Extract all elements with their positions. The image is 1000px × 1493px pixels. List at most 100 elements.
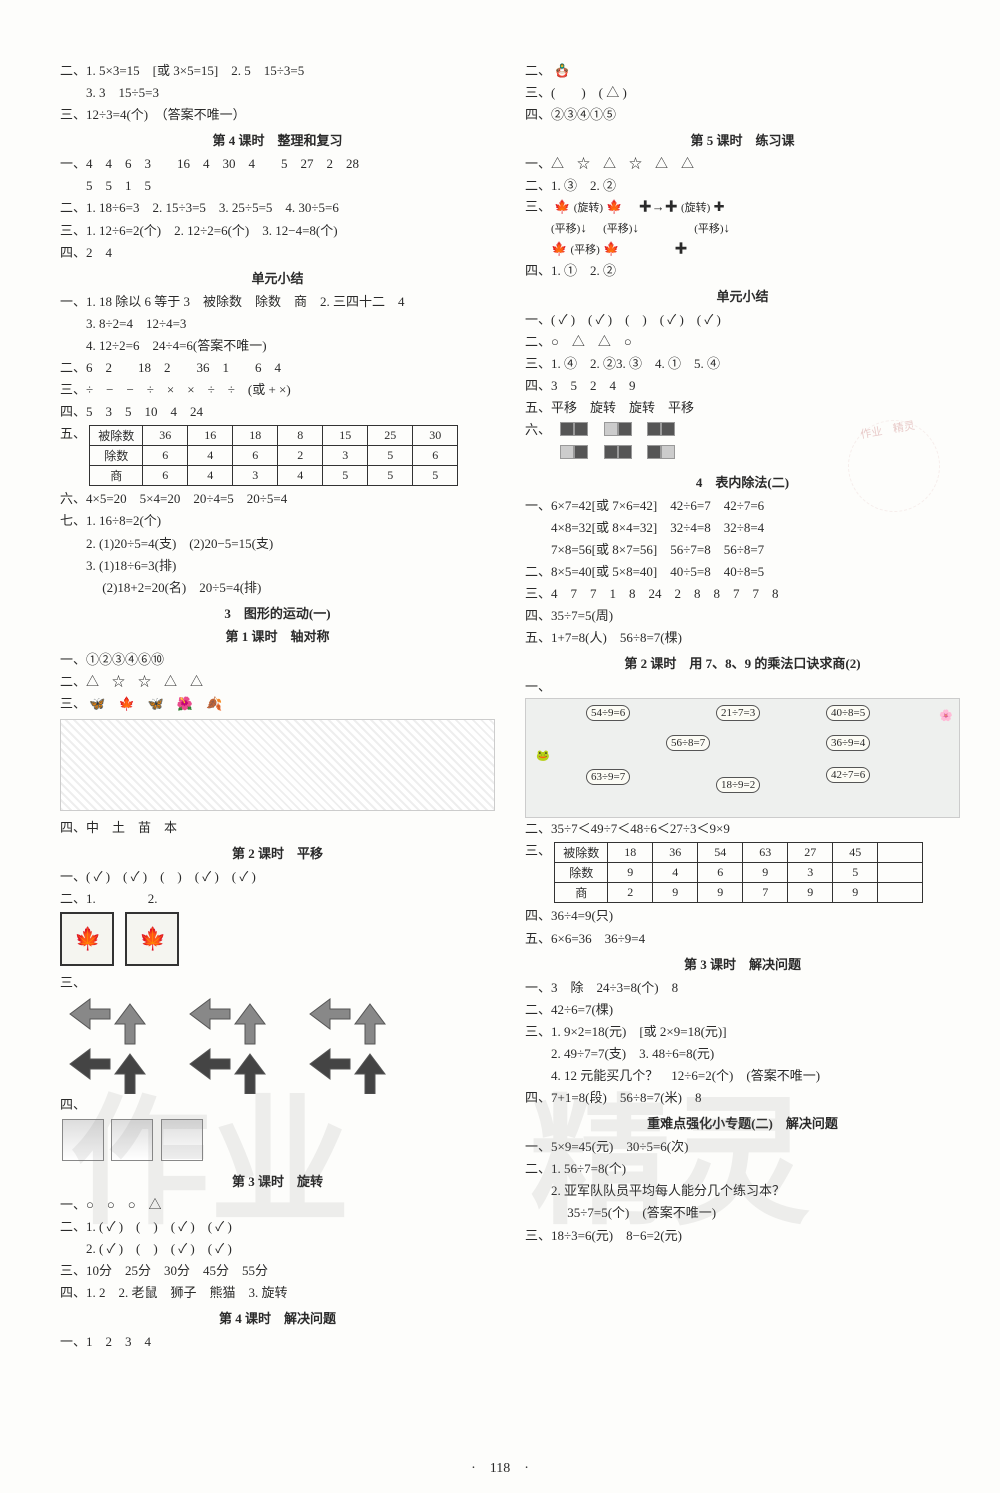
lesson2b-title: 第 2 课时 用 7、8、9 的乘法口诀求商(2) xyxy=(525,653,960,672)
text-line: 四、3 5 2 4 9 xyxy=(525,375,960,397)
text-line: 三、1. ④ 2. ②3. ③ 4. ① 5. ④ xyxy=(525,353,960,375)
text-line: 3. 8÷2=4 12÷4=3 xyxy=(60,313,495,335)
transform-label: (平移) xyxy=(551,223,580,235)
table3-wrap: 三、 被除数 18 36 54 63 27 45 除数 9 4 6 9 xyxy=(525,840,960,905)
bubble: 36÷9=4 xyxy=(826,735,870,751)
leaf-icon: 🍁 xyxy=(551,241,567,256)
matching-diagram xyxy=(60,719,495,811)
text-line: 三、1. 12÷6=2(个) 2. 12÷2=6(个) 3. 12−4=8(个) xyxy=(60,220,495,242)
label: 二、 xyxy=(525,63,551,78)
cross-icon: ✚ xyxy=(674,241,687,256)
text-line: 三、4 7 7 1 8 24 2 8 8 7 7 8 xyxy=(525,583,960,605)
table5-label: 五、 xyxy=(60,426,86,441)
cell: 30 xyxy=(413,426,458,446)
cell: 16 xyxy=(188,426,233,446)
text-line: 2. 亚军队队员平均每人能分几个练习本？ xyxy=(525,1180,960,1202)
cell: 被除数 xyxy=(90,426,143,446)
table3-label: 三、 xyxy=(525,843,551,858)
table3: 被除数 18 36 54 63 27 45 除数 9 4 6 9 3 5 xyxy=(554,842,923,903)
transform-label: (旋转) xyxy=(574,202,603,214)
cell: 6 xyxy=(233,446,278,466)
lesson3-title: 第 3 课时 旋转 xyxy=(60,1171,495,1190)
cell: 9 xyxy=(788,883,833,903)
cell: 9 xyxy=(608,863,653,883)
cell: 6 xyxy=(143,446,188,466)
text-line: 四、1. 2 2. 老鼠 狮子 熊猫 3. 旋转 xyxy=(60,1282,495,1304)
text-line: 六、4×5=20 5×4=20 20÷4=5 20÷5=4 xyxy=(60,488,495,510)
lotus-diagram: 54÷9=6 21÷7=3 40÷8=5 56÷8=7 36÷9=4 63÷9=… xyxy=(525,698,960,818)
transform-label: (平移) xyxy=(570,244,599,256)
arrows-grid-icon xyxy=(60,994,440,1094)
tetromino-icon xyxy=(560,421,588,465)
bubble: 54÷9=6 xyxy=(586,705,630,721)
text-line: 五、6×6=36 36÷9=4 xyxy=(525,928,960,950)
transform-label: (旋转) xyxy=(681,202,710,214)
bubble: 63÷9=7 xyxy=(586,769,630,785)
text-line: 4×8=32[或 8×4=32] 32÷4=8 32÷8=4 xyxy=(525,517,960,539)
text-line: 二、35÷7＜49÷7＜48÷6＜27÷3＜9×9 xyxy=(525,818,960,840)
text-line: 2. 49÷7=7(支) 3. 48÷6=8(元) xyxy=(525,1043,960,1065)
q2-label: 二、1. 2. xyxy=(60,888,495,910)
cell: 5 xyxy=(323,466,368,486)
text-line: 四、1. ① 2. ② xyxy=(525,260,960,282)
lesson4b-title: 第 4 课时 解决问题 xyxy=(60,1308,495,1327)
right-column: 二、 🪆 三、( ) ( △ ) 四、②③④①⑤ 第 5 课时 练习课 一、△ … xyxy=(525,60,960,1463)
leaf-boxes xyxy=(60,910,495,972)
cell: 5 xyxy=(413,466,458,486)
q3-label: 三、 xyxy=(60,972,495,994)
lesson1-title: 第 1 课时 轴对称 xyxy=(60,626,495,645)
text-line: 一、5×9=45(元) 30÷5=6(次) xyxy=(525,1136,960,1158)
cell: 被除数 xyxy=(555,843,608,863)
text-line: 二、8×5=40[或 5×8=40] 40÷5=8 40÷8=5 xyxy=(525,561,960,583)
hard-topic-title: 重难点强化小专题(二) 解决问题 xyxy=(525,1113,960,1132)
text-line: 一、4 4 6 3 16 4 30 4 5 27 2 28 xyxy=(60,153,495,175)
shape-icon xyxy=(62,1119,104,1161)
cross-icon: ✚→✚ xyxy=(639,199,678,214)
leaf-box-icon xyxy=(60,912,114,966)
transform-label: (平移) xyxy=(603,223,632,235)
unit2-title: 单元小结 xyxy=(525,286,960,305)
table-row: 商 6 4 3 4 5 5 5 xyxy=(90,466,458,486)
cell: 4 xyxy=(188,446,233,466)
cell: 除数 xyxy=(555,863,608,883)
bubble: 40÷8=5 xyxy=(826,705,870,721)
text-line: 三、12÷3=4(个) （答案不唯一） xyxy=(60,104,495,126)
text-line: 三、1. 9×2=18(元) [或 2×9=18(元)] xyxy=(525,1021,960,1043)
cell: 5 xyxy=(368,446,413,466)
leaf-icon: 🍁 xyxy=(554,199,570,214)
label: 二、1. 2. xyxy=(60,891,158,906)
text-line: 一、○ ○ ○ △ xyxy=(60,1194,495,1216)
cell: 36 xyxy=(143,426,188,446)
cell xyxy=(878,883,923,903)
cell: 18 xyxy=(608,843,653,863)
text-line: 一、1. 18 除以 6 等于 3 被除数 除数 商 2. 三四十二 4 xyxy=(60,291,495,313)
text-line: 二、1. 18÷6=3 2. 15÷3=5 3. 25÷5=5 4. 30÷5=… xyxy=(60,197,495,219)
leaf-icon: 🍁 xyxy=(606,199,622,214)
text-line: 3. 3 15÷5=3 xyxy=(60,82,495,104)
cell: 4 xyxy=(653,863,698,883)
text-line: 二、1. 56÷7=8(个) xyxy=(525,1158,960,1180)
text-line: 三、÷ − − ÷ × × ÷ ÷ (或 + ×) xyxy=(60,379,495,401)
text-line: 二、42÷6=7(棵) xyxy=(525,999,960,1021)
tetromino-icon xyxy=(647,421,675,465)
text-line: 三、10分 25分 30分 45分 55分 xyxy=(60,1260,495,1282)
text-line: 二、△ ☆ ☆ △ △ xyxy=(60,671,495,693)
table-row: 被除数 18 36 54 63 27 45 xyxy=(555,843,923,863)
table-row: 除数 6 4 6 2 3 5 6 xyxy=(90,446,458,466)
text-line: 二、1. 5×3=15 [或 3×5=15] 2. 5 15÷3=5 xyxy=(60,60,495,82)
text-line: (2)18+2=20(名) 20÷5=4(排) xyxy=(60,577,495,599)
cell: 9 xyxy=(743,863,788,883)
text-line: 一、3 除 24÷3=8(个) 8 xyxy=(525,977,960,999)
chapter3-title: 3 图形的运动(一) xyxy=(60,603,495,622)
text-line: 7×8=56[或 8×7=56] 56÷7=8 56÷8=7 xyxy=(525,539,960,561)
cell: 15 xyxy=(323,426,368,446)
bubble: 18÷9=2 xyxy=(716,777,760,793)
cell: 54 xyxy=(698,843,743,863)
doll-icon: 🪆 xyxy=(554,63,570,78)
cell: 9 xyxy=(653,883,698,903)
table5-wrap: 五、 被除数 36 16 18 8 15 25 30 除数 6 4 6 xyxy=(60,423,495,488)
text-line: 三、18÷3=6(元) 8−6=2(元) xyxy=(525,1225,960,1247)
transform-row: (平移)↓ (平移)↓ (平移)↓ xyxy=(525,218,960,239)
leaf-icon: 🍁 xyxy=(603,241,619,256)
page-number: · 118 · xyxy=(471,1457,529,1477)
